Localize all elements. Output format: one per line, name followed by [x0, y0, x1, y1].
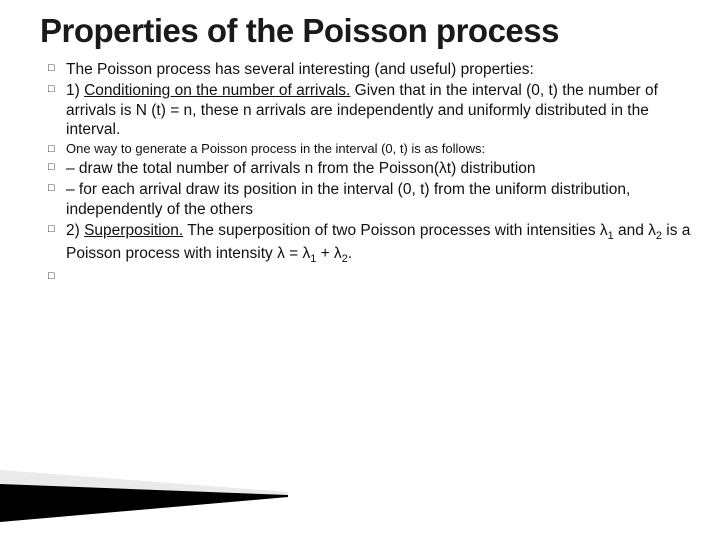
decorative-wedge	[0, 470, 290, 522]
slide-title: Properties of the Poisson process	[40, 12, 692, 50]
bullet-item: 2) Superposition. The superposition of t…	[48, 221, 692, 267]
bullet-item: The Poisson process has several interest…	[48, 60, 692, 80]
bullet-item: 1) Conditioning on the number of arrival…	[48, 81, 692, 140]
bullet-list: The Poisson process has several interest…	[40, 60, 692, 267]
bullet-item: One way to generate a Poisson process in…	[48, 141, 692, 158]
bullet-item: – for each arrival draw its position in …	[48, 180, 692, 220]
bullet-item: – draw the total number of arrivals n fr…	[48, 159, 692, 179]
